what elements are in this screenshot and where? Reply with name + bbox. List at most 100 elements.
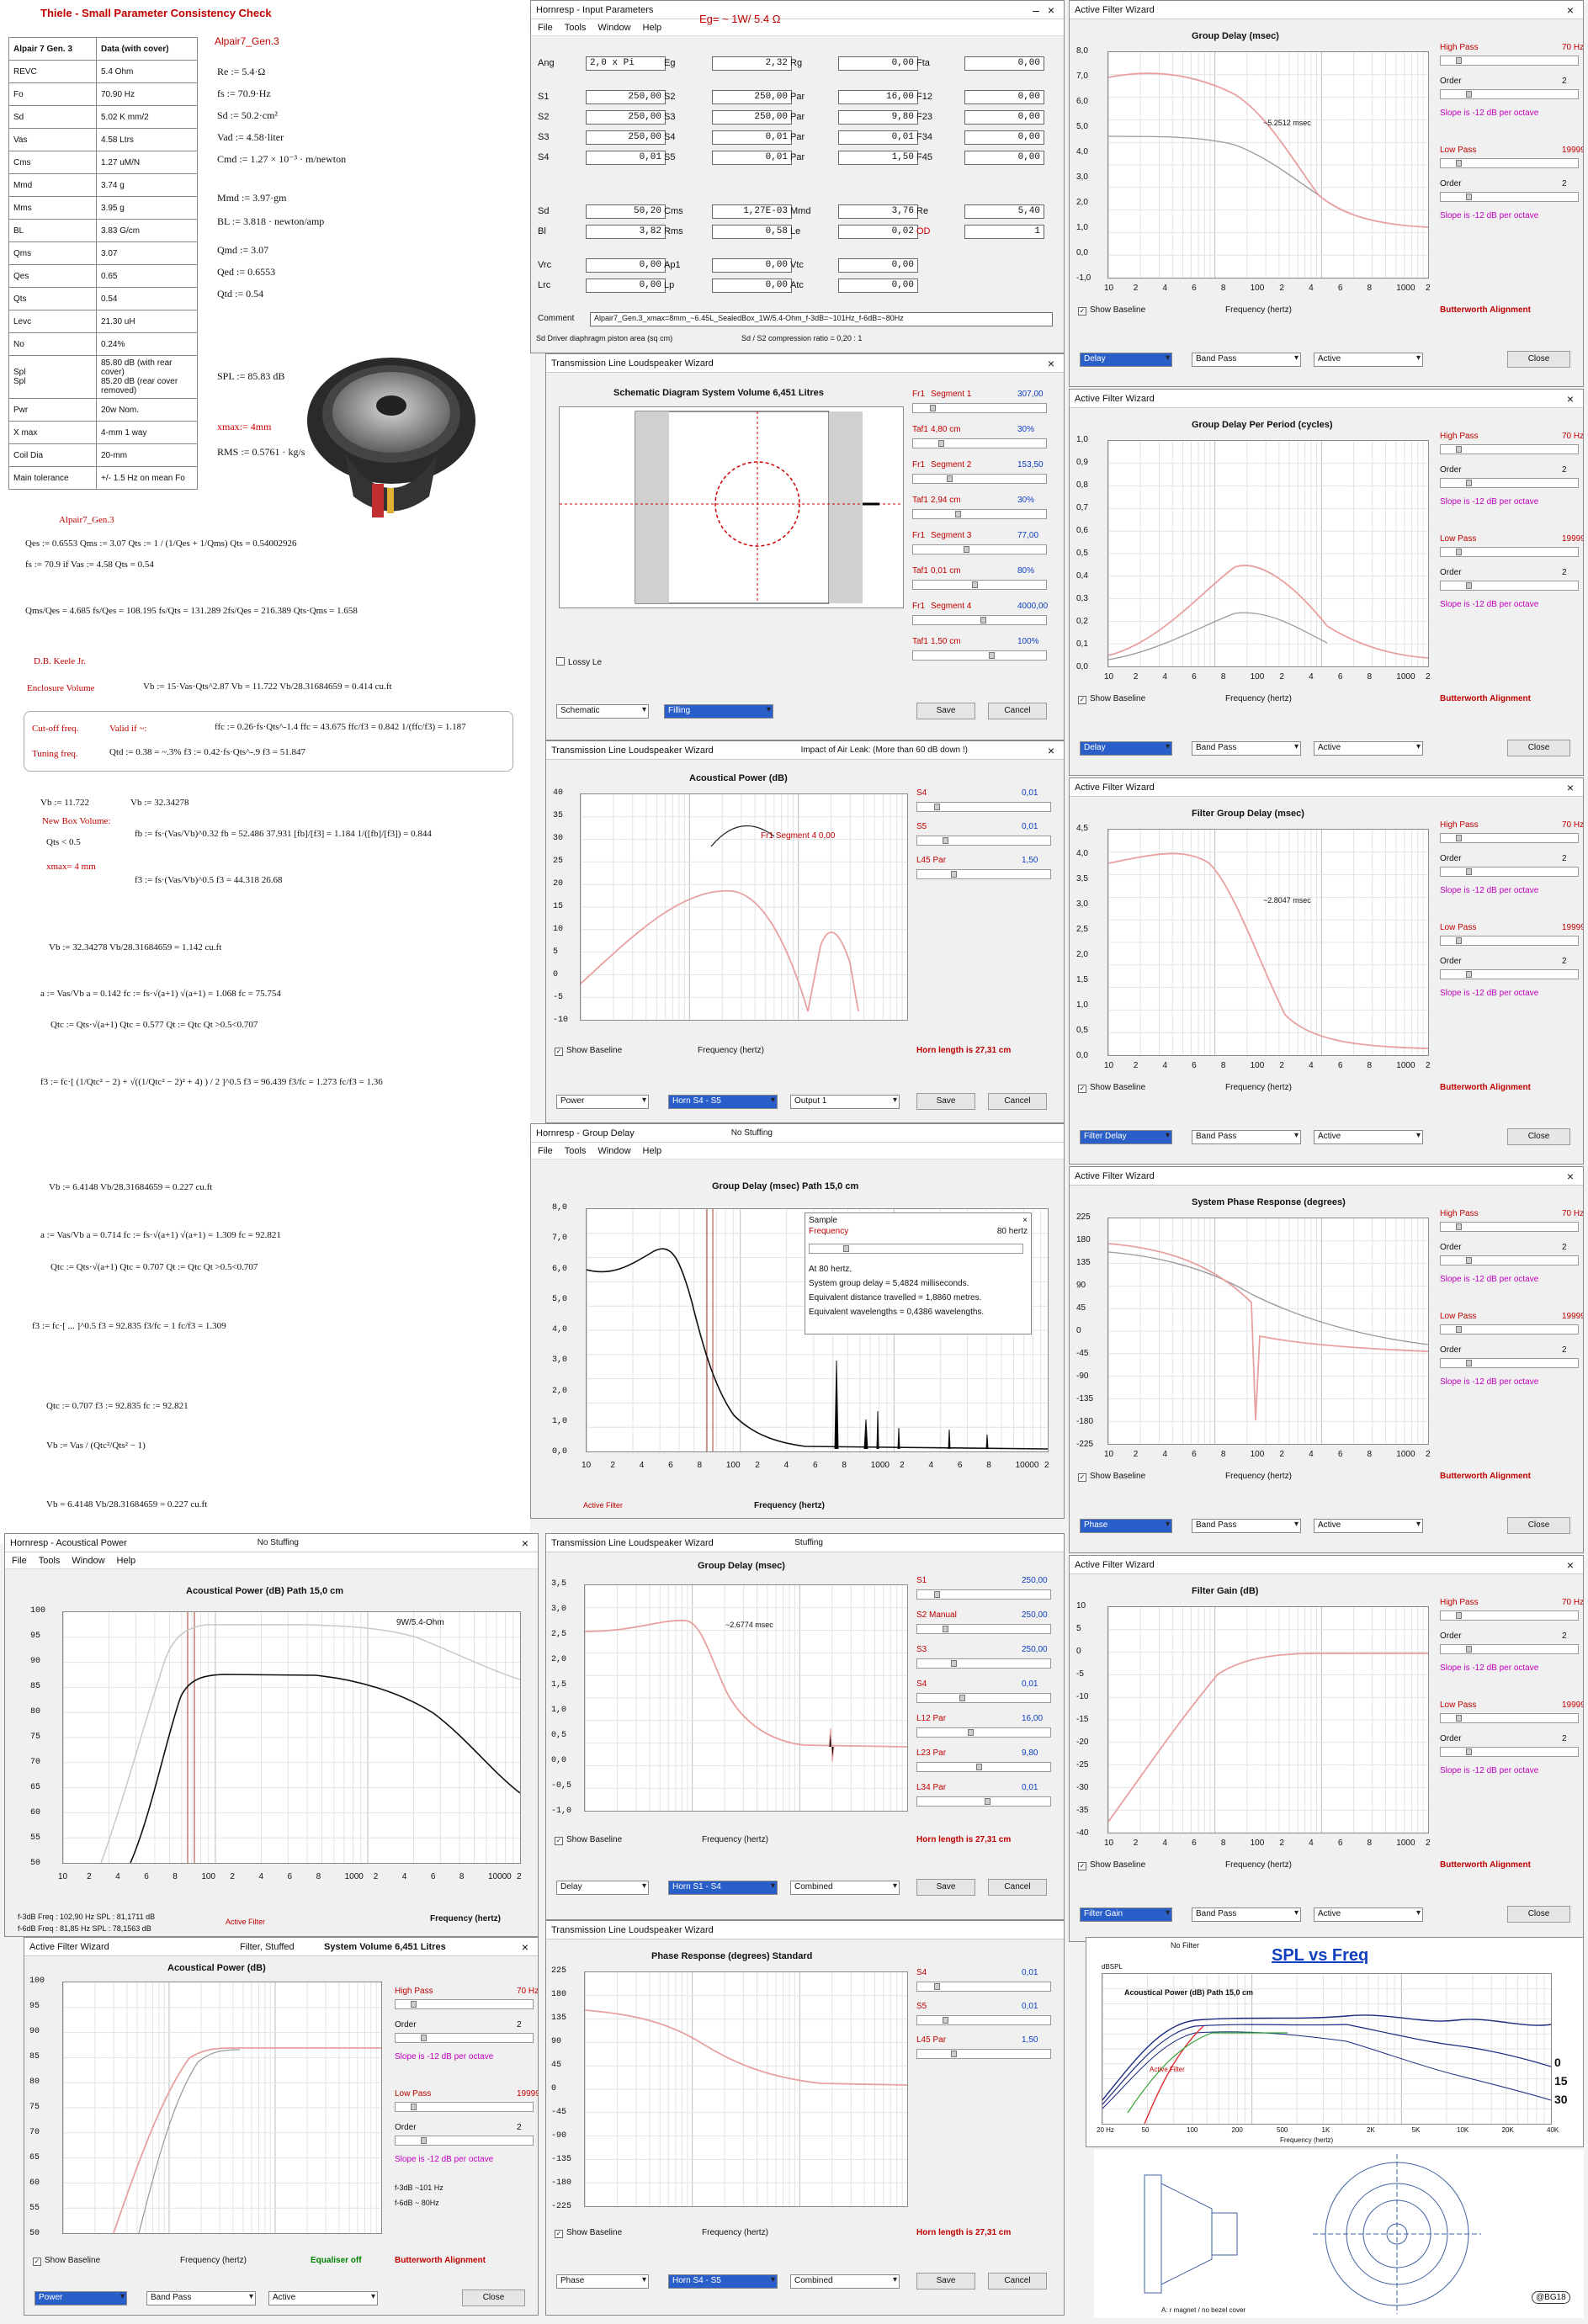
close-icon[interactable]: × (1047, 743, 1055, 757)
close-icon[interactable]: × (1566, 780, 1575, 794)
tlap-save-button[interactable]: Save (916, 1093, 975, 1110)
afw-band-dropdown[interactable]: Band Pass (1192, 741, 1301, 756)
afw-close-button[interactable]: Close (1507, 1128, 1570, 1145)
slider[interactable] (912, 650, 1047, 661)
tlph-horn-dropdown[interactable]: Horn S4 - S5 (668, 2274, 778, 2289)
slider[interactable] (916, 1762, 1051, 1772)
filter-slider[interactable] (395, 2033, 534, 2043)
afw-baseline-checkbox[interactable]: ✓ Show Baseline (1078, 305, 1146, 316)
slider-thumb[interactable] (1466, 1257, 1472, 1264)
slider-thumb[interactable] (1456, 1223, 1462, 1230)
param-field[interactable]: 16,00 (838, 90, 918, 104)
param-field[interactable]: 250,00 (586, 110, 666, 125)
filter-slider[interactable] (1440, 192, 1579, 202)
slider-thumb[interactable] (955, 511, 961, 517)
filter-slider[interactable] (1440, 1747, 1579, 1757)
tlgd-baseline-checkbox[interactable]: ✓ Show Baseline (555, 1835, 623, 1845)
close-icon[interactable]: × (1566, 3, 1575, 17)
filter-slider[interactable] (1440, 969, 1579, 979)
slider[interactable] (916, 836, 1051, 846)
param-field[interactable]: 2,32 (712, 56, 792, 71)
filter-slider[interactable] (1440, 1222, 1579, 1232)
tlph-cancel-button[interactable]: Cancel (988, 2273, 1047, 2290)
param-field[interactable]: 0,01 (838, 130, 918, 145)
tlgd-horn-dropdown[interactable]: Horn S1 - S4 (668, 1881, 778, 1895)
slider-thumb[interactable] (1456, 1715, 1462, 1722)
filter-slider[interactable] (1440, 478, 1579, 488)
afw-band-dropdown[interactable]: Band Pass (1192, 353, 1301, 367)
close-icon[interactable]: × (1566, 391, 1575, 406)
afw-close-button[interactable]: Close (1507, 1517, 1570, 1534)
filter-slider[interactable] (395, 1999, 534, 2009)
slider-thumb[interactable] (934, 1983, 940, 1990)
filter-slider[interactable] (1440, 444, 1579, 454)
slider-thumb[interactable] (1456, 1326, 1462, 1333)
slider-thumb[interactable] (964, 546, 969, 553)
afw-baseline-checkbox[interactable]: ✓ Show Baseline (1078, 1472, 1146, 1482)
filter-slider[interactable] (395, 2136, 534, 2146)
slider[interactable] (916, 1727, 1051, 1738)
param-field[interactable]: 1 (964, 225, 1044, 239)
slider-thumb[interactable] (1466, 1646, 1472, 1653)
slider-thumb[interactable] (951, 1660, 957, 1667)
menu-item-file[interactable]: File (538, 1145, 553, 1156)
afw-view-dropdown[interactable]: Phase (1080, 1519, 1172, 1533)
slider-thumb[interactable] (1456, 1612, 1462, 1619)
slider-thumb[interactable] (980, 617, 986, 623)
afwb-band-dropdown[interactable]: Band Pass (146, 2291, 256, 2305)
slider-thumb[interactable] (1456, 160, 1462, 167)
filter-slider[interactable] (1440, 1358, 1579, 1368)
menu-item-tools[interactable]: Tools (564, 1145, 587, 1156)
param-field[interactable]: 0,00 (586, 258, 666, 273)
param-field[interactable]: 5,40 (964, 204, 1044, 219)
menu-item-help[interactable]: Help (642, 22, 662, 33)
slider-thumb[interactable] (938, 440, 944, 447)
slider-thumb[interactable] (943, 837, 948, 844)
filter-slider[interactable] (1440, 936, 1579, 946)
afw-close-button[interactable]: Close (1507, 740, 1570, 756)
param-field[interactable]: 3,82 (586, 225, 666, 239)
param-field[interactable]: 0,00 (964, 130, 1044, 145)
menu-item-window[interactable]: Window (72, 1555, 105, 1566)
afwb-active-dropdown[interactable]: Active (268, 2291, 378, 2305)
param-field[interactable]: 0,00 (964, 90, 1044, 104)
menu-item-tools[interactable]: Tools (564, 22, 587, 33)
filter-slider[interactable] (1440, 833, 1579, 843)
slider-thumb[interactable] (1466, 1748, 1472, 1755)
slider[interactable] (916, 1624, 1051, 1634)
param-field[interactable]: 1,27E-03 (712, 204, 792, 219)
param-field[interactable]: 0,00 (712, 258, 792, 273)
slider[interactable] (912, 580, 1047, 590)
slider-thumb[interactable] (411, 2104, 417, 2110)
slider[interactable] (912, 403, 1047, 413)
param-field[interactable]: 9,80 (838, 110, 918, 125)
slider[interactable] (912, 615, 1047, 625)
filter-slider[interactable] (1440, 581, 1579, 591)
slider[interactable] (916, 1693, 1051, 1703)
param-field[interactable]: 250,00 (586, 90, 666, 104)
slider[interactable] (916, 2049, 1051, 2059)
tlgd-save-button[interactable]: Save (916, 1879, 975, 1896)
param-field[interactable]: 0,00 (838, 56, 918, 71)
slider-thumb[interactable] (1456, 57, 1462, 64)
menu-item-file[interactable]: File (12, 1555, 27, 1566)
slider-thumb[interactable] (951, 871, 957, 878)
slider-thumb[interactable] (1466, 868, 1472, 875)
afw-baseline-checkbox[interactable]: ✓ Show Baseline (1078, 1860, 1146, 1870)
param-field[interactable]: 0,00 (712, 279, 792, 293)
tlph-save-button[interactable]: Save (916, 2273, 975, 2290)
param-field[interactable]: 2,0 x Pi (586, 56, 666, 71)
param-field[interactable]: 0,02 (838, 225, 918, 239)
afw-active-dropdown[interactable]: Active (1314, 1519, 1423, 1533)
param-field[interactable]: 0,00 (838, 258, 918, 273)
slider[interactable] (916, 869, 1051, 879)
slider-thumb[interactable] (421, 2035, 427, 2041)
slider[interactable] (912, 438, 1047, 448)
slider[interactable] (916, 2015, 1051, 2025)
param-field[interactable]: 0,58 (712, 225, 792, 239)
filter-slider[interactable] (1440, 1713, 1579, 1723)
slider-thumb[interactable] (1466, 480, 1472, 486)
slider-thumb[interactable] (930, 405, 936, 411)
filter-slider[interactable] (395, 2102, 534, 2112)
slider-thumb[interactable] (951, 2051, 957, 2057)
